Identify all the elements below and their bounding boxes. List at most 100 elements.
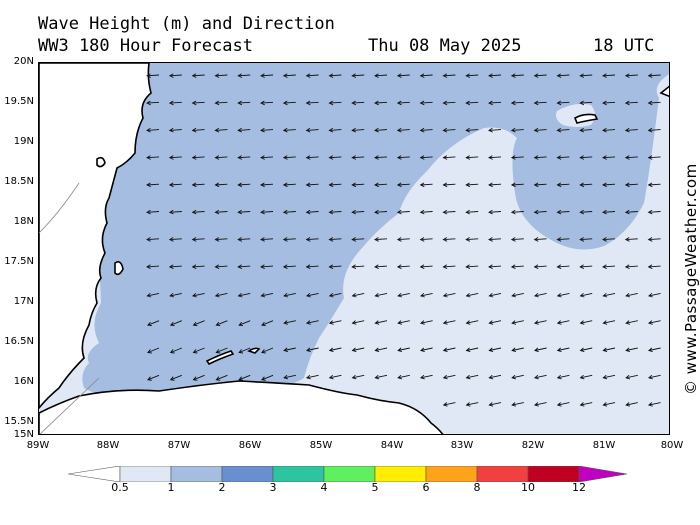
wave-direction-arrow (351, 292, 365, 298)
wave-direction-arrow (442, 374, 456, 380)
forecast-model-label: WW3 180 Hour Forecast (38, 36, 253, 56)
wave-direction-arrow (261, 374, 274, 381)
wave-direction-arrow (396, 209, 410, 215)
wave-direction-arrow (168, 264, 182, 270)
lon-label-86w: 86W (238, 440, 262, 451)
wave-direction-arrow (351, 209, 365, 215)
wave-direction-arrow (282, 182, 296, 188)
lat-label-19-5n: 19.5N (4, 96, 34, 107)
wave-direction-arrow (282, 209, 296, 215)
turneffe (114, 261, 124, 276)
wave-direction-arrow (533, 155, 547, 160)
wave-direction-arrow (624, 73, 638, 78)
wave-direction-arrow (374, 209, 388, 215)
wave-direction-arrow (238, 320, 251, 327)
wave-direction-arrow (305, 347, 319, 353)
wave-direction-arrow (351, 237, 365, 242)
lat-label-19n: 19N (13, 136, 34, 147)
wave-direction-arrow (647, 347, 661, 353)
legend-level-label: 3 (269, 481, 277, 494)
wave-direction-arrow (465, 127, 479, 133)
wave-direction-arrow (305, 73, 319, 78)
wave-direction-arrow (192, 320, 205, 327)
wave-direction-arrow (168, 182, 182, 188)
wave-direction-arrow (419, 374, 433, 380)
wave-direction-arrow (442, 127, 456, 133)
lon-label-82w: 82W (521, 440, 545, 451)
lon-label-85w: 85W (309, 440, 333, 451)
wave-direction-arrow (511, 347, 524, 353)
wave-direction-arrow (442, 347, 456, 353)
wave-direction-arrow (579, 73, 593, 78)
wave-direction-arrow (146, 182, 160, 188)
legend-level-label: 1 (167, 481, 175, 494)
wave-direction-arrow (215, 347, 228, 354)
wave-direction-arrow (624, 100, 638, 106)
wave-direction-arrow (396, 237, 410, 242)
wave-direction-arrow (191, 264, 205, 270)
legend-level-label: 12 (572, 481, 586, 494)
wave-direction-arrow (465, 320, 479, 325)
wave-direction-arrow (556, 374, 570, 380)
wave-direction-arrow (147, 374, 160, 381)
wave-direction-arrow (282, 100, 296, 106)
wave-direction-arrow (214, 264, 228, 270)
legend-swatch (221, 466, 274, 482)
wave-direction-arrow (146, 127, 160, 133)
wave-direction-arrow (510, 264, 524, 270)
wave-direction-arrow (419, 100, 433, 106)
wave-direction-arrow (328, 264, 342, 270)
wave-direction-arrow (419, 155, 433, 160)
wave-direction-arrow (351, 320, 365, 325)
wave-direction-arrow (533, 73, 547, 78)
wave-band-1-2m (39, 63, 669, 398)
wave-direction-arrow (488, 127, 502, 133)
wave-direction-arrow (556, 127, 570, 133)
wave-direction-arrow (419, 347, 433, 353)
wave-direction-arrow (374, 100, 388, 106)
legend-swatch (425, 466, 478, 482)
wave-direction-arrow (146, 264, 160, 270)
wave-direction-arrow (533, 182, 547, 188)
wave-direction-arrow (214, 73, 228, 78)
wave-direction-arrow (168, 100, 182, 106)
wave-direction-arrow (556, 402, 570, 407)
forecast-time: 18 UTC (593, 36, 655, 56)
legend-level-label: 8 (473, 481, 481, 494)
wave-direction-arrow (556, 73, 570, 78)
wave-direction-arrow (488, 402, 502, 407)
wave-direction-arrow (602, 73, 616, 78)
wave-direction-arrow (192, 347, 205, 354)
wave-direction-arrow (579, 182, 593, 188)
wave-direction-arrow (442, 320, 456, 325)
wave-direction-arrow (261, 320, 274, 327)
wave-direction-arrow (647, 292, 661, 298)
wave-direction-arrow (488, 320, 502, 325)
wave-direction-arrow (602, 374, 616, 380)
legend-level-label: 6 (422, 481, 430, 494)
wave-height-map[interactable] (38, 62, 670, 435)
wave-direction-arrow (556, 100, 570, 106)
wave-direction-arrow (510, 73, 524, 78)
lon-label-83w: 83W (450, 440, 474, 451)
wave-direction-arrow (556, 347, 570, 353)
legend-min-arrow (68, 466, 121, 482)
wave-direction-arrow (260, 237, 274, 242)
cay-north (659, 85, 669, 98)
wave-direction-arrow (602, 292, 616, 298)
lat-label-17n: 17N (13, 296, 34, 307)
wave-direction-arrow (624, 155, 638, 160)
lon-label-88w: 88W (96, 440, 120, 451)
wave-direction-arrow (624, 264, 638, 270)
wave-direction-arrow (510, 182, 524, 188)
wave-direction-arrow (282, 73, 296, 78)
wave-direction-arrow (647, 237, 661, 242)
wave-direction-arrow (168, 237, 182, 242)
wave-direction-arrow (647, 402, 661, 407)
wave-direction-arrow (442, 155, 456, 160)
legend-level-label: 0.5 (111, 481, 129, 494)
wave-direction-arrow (260, 209, 274, 215)
wave-direction-arrow (351, 155, 365, 160)
wave-direction-arrow (419, 73, 433, 78)
wave-direction-arrow (442, 73, 456, 78)
